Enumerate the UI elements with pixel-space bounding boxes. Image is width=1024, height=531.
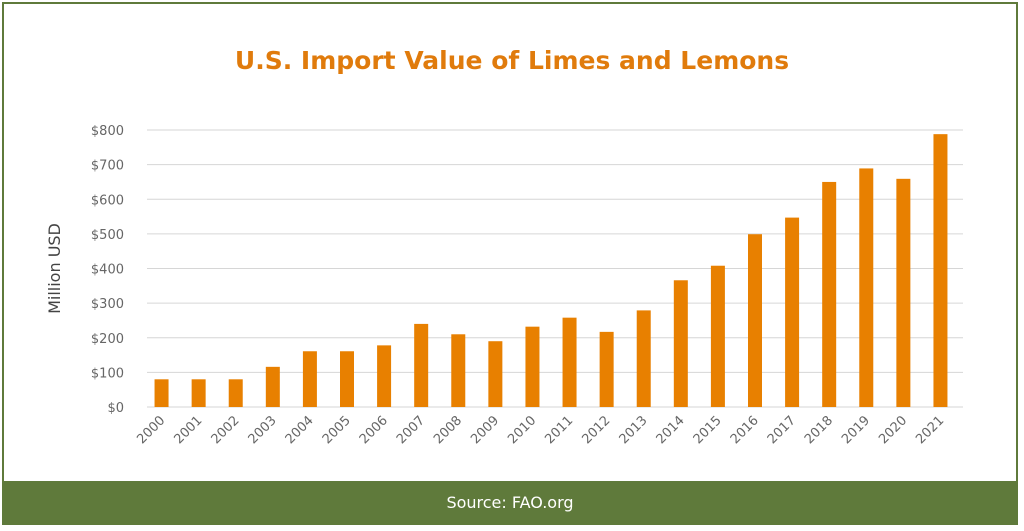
bar-2018	[822, 181, 837, 407]
bar-2006	[377, 345, 392, 407]
bar-2010	[525, 326, 540, 407]
y-tick-label: $100	[91, 366, 124, 381]
bar-2003	[265, 366, 280, 407]
bar-2007	[414, 323, 429, 407]
bar-2005	[340, 351, 354, 407]
y-tick-label: $800	[91, 124, 124, 139]
x-tick-label: 2008	[431, 413, 465, 447]
x-tick-label: 2003	[246, 413, 280, 447]
y-tick-label: $700	[91, 159, 124, 174]
x-tick-label: 2011	[542, 413, 576, 447]
y-axis-label: Million USD	[45, 223, 64, 314]
x-tick-label: 2001	[171, 413, 205, 447]
bar-2015	[710, 265, 725, 407]
bar-2017	[785, 217, 800, 407]
source-footer: Source: FAO.org	[2, 481, 1018, 525]
bar-2012	[599, 331, 614, 407]
bar-2016	[748, 234, 762, 407]
y-tick-label: $0	[107, 401, 124, 416]
chart-title: U.S. Import Value of Limes and Lemons	[234, 46, 790, 75]
x-tick-label: 2004	[283, 413, 317, 447]
bar-2004	[302, 351, 317, 407]
bar-2002	[228, 379, 243, 407]
x-tick-label: 2016	[728, 413, 762, 447]
bar-2008	[451, 334, 466, 407]
y-tick-label: $500	[91, 228, 124, 243]
y-tick-label: $200	[91, 332, 124, 347]
bar-2013	[636, 310, 651, 407]
x-tick-label: 2021	[913, 413, 947, 447]
x-tick-label: 2012	[579, 413, 613, 447]
bar-2021	[933, 134, 948, 407]
x-tick-label: 2005	[320, 413, 354, 447]
x-tick-label: 2014	[654, 413, 688, 447]
x-tick-label: 2015	[691, 413, 725, 447]
y-tick-label: $400	[91, 263, 124, 278]
bar-2020	[896, 178, 911, 407]
bar-2000	[154, 379, 169, 407]
x-tick-label: 2000	[134, 413, 168, 447]
y-tick-label: $600	[91, 193, 124, 208]
x-tick-label: 2013	[617, 413, 651, 447]
bar-2014	[673, 280, 688, 407]
x-tick-label: 2010	[505, 413, 539, 447]
x-tick-label: 2018	[802, 413, 836, 447]
x-tick-label: 2020	[876, 413, 910, 447]
x-tick-label: 2017	[765, 413, 799, 447]
y-tick-label: $300	[91, 297, 124, 312]
x-tick-label: 2007	[394, 413, 428, 447]
bar-2009	[488, 341, 503, 407]
x-tick-label: 2006	[357, 413, 391, 447]
x-tick-label: 2002	[209, 413, 243, 447]
bar-2019	[859, 168, 874, 407]
chart-frame	[2, 2, 1018, 525]
x-tick-label: 2009	[468, 413, 502, 447]
bar-2001	[191, 379, 206, 407]
x-tick-label: 2019	[839, 413, 873, 447]
bar-2011	[562, 317, 577, 407]
